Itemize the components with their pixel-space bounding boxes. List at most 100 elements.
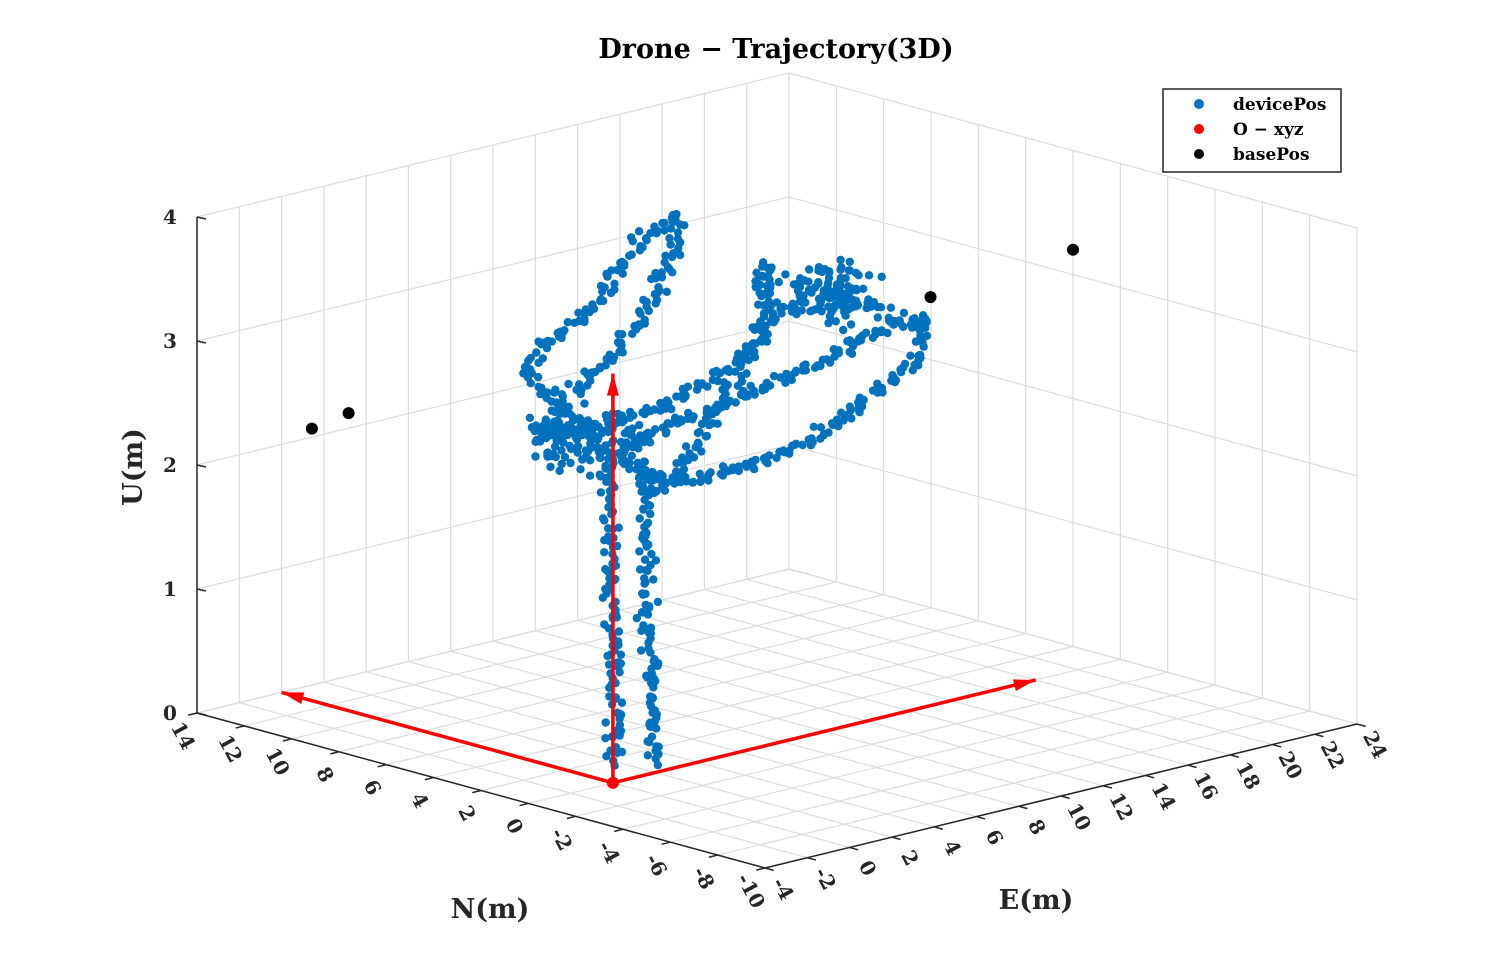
x-tick-label: 24 xyxy=(1358,727,1392,763)
devicepos-point xyxy=(532,348,541,357)
x-tick-label: 18 xyxy=(1231,758,1265,794)
devicepos-point xyxy=(790,303,800,313)
x-tick-label: 16 xyxy=(1189,768,1223,804)
devicepos-point xyxy=(626,441,635,450)
devicepos-point xyxy=(922,316,931,326)
devicepos-point xyxy=(754,300,763,309)
devicepos-point xyxy=(650,655,659,664)
devicepos-point xyxy=(825,358,835,367)
devicepos-point xyxy=(635,565,645,574)
devicepos-point xyxy=(625,464,634,474)
x-tick-mark xyxy=(1145,774,1155,779)
devicepos-point xyxy=(646,623,656,632)
x-tick-label: 4 xyxy=(938,836,966,860)
devicepos-point xyxy=(797,306,806,315)
devicepos-point xyxy=(774,277,783,287)
y-tick-mark xyxy=(235,725,245,729)
x-tick-label: 10 xyxy=(1062,799,1096,835)
devicepos-point xyxy=(635,420,644,430)
devicepos-point xyxy=(645,718,655,727)
axes xyxy=(188,216,1366,872)
grid-line-floor-y xyxy=(433,633,1026,779)
devicepos-point xyxy=(640,574,649,583)
x-tick-label: 0 xyxy=(854,856,882,880)
devicepos-point xyxy=(853,398,863,407)
x-tick-mark xyxy=(1018,805,1028,810)
x-tick-label: 2 xyxy=(896,846,924,870)
devicepos-point xyxy=(551,385,560,394)
devicepos-point xyxy=(873,302,883,312)
devicepos-point xyxy=(873,313,882,322)
grid-line-wall-n-z xyxy=(196,320,790,466)
devicepos-point xyxy=(781,270,790,279)
grid-lines xyxy=(196,72,1358,869)
devicepos-point xyxy=(899,308,909,318)
devicepos-point xyxy=(759,329,769,339)
x-tick-label: 22 xyxy=(1316,737,1350,773)
devicepos-point xyxy=(636,646,646,655)
grid-line-wall-e-z xyxy=(788,320,1358,477)
devicepos-point xyxy=(836,255,845,265)
devicepos-point xyxy=(795,282,805,291)
devicepos-point xyxy=(628,424,637,433)
devicepos-point xyxy=(883,328,892,338)
legend[interactable]: devicePos O − xyz basePos xyxy=(1162,88,1342,173)
devicepos-point xyxy=(831,301,841,310)
origin-vector-arrowhead xyxy=(281,692,305,705)
devicepos-point xyxy=(638,608,647,617)
devicepos-point xyxy=(566,458,575,468)
devicepos-point xyxy=(772,453,781,463)
x-tick-mark xyxy=(1187,764,1197,769)
data-layer xyxy=(281,210,1079,789)
devicepos-point xyxy=(596,296,605,306)
devicepos-point xyxy=(652,486,661,496)
devicepos-point xyxy=(845,257,854,266)
devicepos-point xyxy=(639,621,648,630)
legend-label-devicepos: devicePos xyxy=(1233,95,1326,115)
devicepos-point xyxy=(861,328,871,337)
devicepos-point xyxy=(910,314,919,323)
devicepos-point xyxy=(681,392,690,401)
devicepos-point xyxy=(619,449,628,458)
devicepos-point xyxy=(560,452,570,462)
devicepos-point xyxy=(665,234,674,243)
y-tick-label: -4 xyxy=(593,837,625,868)
devicepos-point xyxy=(818,355,827,364)
devicepos-point xyxy=(585,433,594,442)
devicepos-point xyxy=(765,381,775,390)
x-tick-mark xyxy=(891,836,901,841)
y-tick-mark xyxy=(708,854,718,858)
devicepos-point xyxy=(615,720,625,729)
devicepos-point xyxy=(672,459,681,468)
devicepos-point xyxy=(581,305,590,314)
devicepos-point xyxy=(597,428,607,438)
devicepos-point xyxy=(769,371,779,381)
devicepos-point xyxy=(596,488,606,497)
y-tick-mark xyxy=(566,815,576,820)
devicepos-point xyxy=(806,441,816,450)
basepos-point xyxy=(924,291,937,304)
basepos-point xyxy=(1067,243,1079,256)
devicepos-point xyxy=(543,452,552,461)
devicepos-point xyxy=(814,278,823,287)
devicepos-point xyxy=(650,405,659,414)
devicepos-point xyxy=(667,214,677,223)
y-tick-mark xyxy=(756,867,766,871)
devicepos-point xyxy=(916,331,925,340)
devicepos-point xyxy=(760,290,769,299)
devicepos-point xyxy=(635,514,644,523)
devicepos-point xyxy=(801,360,810,369)
devicepos-point xyxy=(846,406,855,415)
devicepos-point xyxy=(555,466,564,475)
legend-label-origin: O − xyz xyxy=(1233,120,1304,140)
devicepos-point xyxy=(603,524,613,533)
devicepos-series xyxy=(519,210,932,770)
devicepos-point xyxy=(886,303,896,312)
devicepos-point xyxy=(809,422,818,431)
devicepos-point xyxy=(640,555,650,564)
y-tick-mark xyxy=(282,738,292,742)
devicepos-point xyxy=(617,257,627,267)
devicepos-point xyxy=(662,287,671,296)
devicepos-point xyxy=(525,413,535,422)
devicepos-point xyxy=(676,220,685,229)
